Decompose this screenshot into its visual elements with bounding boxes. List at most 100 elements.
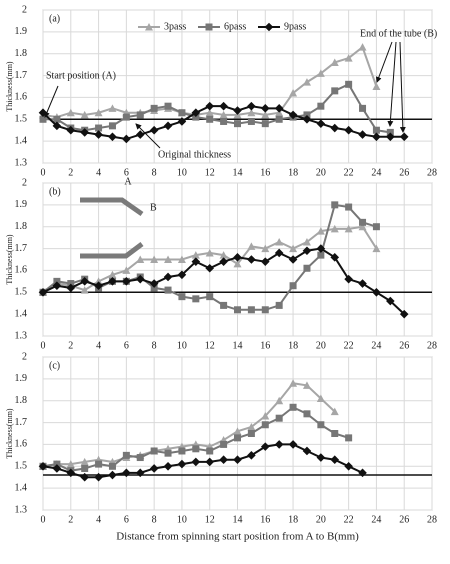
marker — [163, 121, 173, 131]
marker — [303, 111, 311, 119]
marker — [316, 453, 326, 462]
marker — [288, 440, 298, 449]
marker — [150, 104, 158, 112]
marker — [288, 110, 298, 120]
y-tick-label: 1.7 — [15, 70, 28, 81]
x-tick-label: 26 — [399, 340, 409, 351]
marker — [234, 120, 241, 128]
marker — [66, 108, 75, 117]
x-tick-label: 6 — [124, 514, 129, 525]
marker — [220, 440, 228, 448]
marker — [108, 470, 117, 480]
marker — [95, 124, 103, 132]
marker — [274, 440, 284, 449]
marker — [261, 244, 270, 253]
marker — [191, 257, 201, 266]
marker — [372, 223, 380, 231]
marker — [80, 472, 89, 482]
marker — [289, 282, 297, 290]
marker — [303, 264, 311, 272]
marker — [316, 244, 326, 253]
marker — [247, 117, 255, 125]
marker — [317, 102, 325, 110]
marker — [205, 101, 215, 111]
marker — [80, 277, 89, 286]
marker — [261, 120, 269, 128]
marker — [247, 101, 256, 111]
y-tick-label: 1.8 — [15, 395, 28, 406]
marker — [234, 306, 241, 314]
marker — [122, 277, 131, 286]
marker — [247, 422, 256, 431]
marker — [344, 54, 353, 62]
marker — [191, 251, 200, 259]
marker — [219, 455, 228, 465]
x-tick-label: 8 — [152, 167, 157, 178]
marker — [149, 279, 159, 288]
marker — [94, 472, 103, 482]
annotation: A — [124, 176, 132, 187]
marker — [177, 255, 186, 263]
x-tick-label: 18 — [288, 514, 298, 525]
x-tick-label: 0 — [41, 340, 46, 351]
marker — [177, 459, 187, 469]
marker — [145, 23, 153, 31]
x-tick-label: 12 — [205, 167, 215, 178]
marker — [316, 227, 325, 235]
marker — [164, 255, 173, 263]
marker — [149, 464, 159, 473]
marker — [372, 287, 381, 297]
marker — [178, 447, 186, 455]
marker — [38, 461, 48, 471]
x-tick-label: 2 — [68, 167, 73, 178]
marker — [316, 394, 325, 403]
marker — [247, 430, 255, 437]
marker — [260, 104, 270, 113]
marker — [205, 108, 214, 117]
x-tick-label: 14 — [233, 167, 243, 178]
marker — [219, 101, 228, 111]
x-tick-label: 16 — [260, 167, 270, 178]
marker — [372, 82, 381, 90]
marker — [302, 446, 312, 456]
y-tick-label: 1.4 — [15, 308, 28, 319]
y-tick-label: 1.3 — [15, 330, 28, 341]
marker — [317, 421, 325, 429]
x-tick-label: 18 — [288, 340, 298, 351]
marker — [233, 253, 242, 262]
marker — [66, 460, 75, 468]
annotation: Original thickness — [158, 149, 231, 160]
x-tick-label: 24 — [371, 514, 381, 525]
y-tick-label: 1.5 — [15, 114, 28, 125]
marker — [288, 255, 298, 264]
marker — [108, 132, 117, 142]
panel-label: (c) — [49, 360, 60, 371]
marker — [386, 128, 394, 136]
marker — [331, 87, 339, 95]
marker — [386, 132, 395, 142]
marker — [66, 125, 76, 135]
y-tick-label: 1.9 — [15, 199, 28, 210]
marker — [205, 23, 213, 31]
marker — [52, 281, 62, 291]
marker — [66, 468, 76, 478]
y-tick-label: 1.6 — [15, 265, 28, 276]
marker — [344, 224, 353, 233]
marker — [205, 248, 214, 257]
marker — [191, 108, 201, 118]
marker — [233, 259, 242, 268]
marker — [177, 270, 187, 280]
marker — [316, 119, 326, 128]
marker — [233, 427, 242, 435]
marker — [108, 277, 117, 286]
marker — [330, 224, 339, 233]
series-line — [42, 382, 336, 468]
marker — [260, 257, 270, 266]
y-tick-label: 1.6 — [15, 439, 28, 450]
x-tick-label: 14 — [233, 514, 243, 525]
marker — [219, 251, 228, 259]
y-tick-label: 1.7 — [15, 417, 28, 428]
marker — [275, 301, 283, 309]
panel: 1.31.41.51.61.71.81.920 2 4 6 8 10 12 14 16 18 20 2… — [5, 176, 437, 351]
marker — [206, 115, 214, 123]
